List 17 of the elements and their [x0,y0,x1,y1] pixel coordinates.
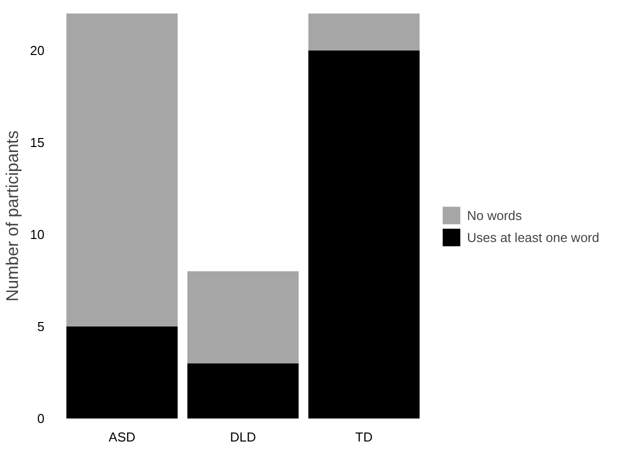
bar [187,271,299,364]
bar [308,50,420,418]
legend-label: Uses at least one word [467,230,600,244]
bar [66,14,178,326]
x-tick-label: TD [355,430,373,444]
x-tick-label: ASD [108,430,136,444]
bar [308,14,420,50]
y-tick-label: 15 [30,134,45,150]
y-tick-label: 0 [37,411,45,426]
y-tick-label: 5 [37,318,45,334]
y-axis-title: Number of participants [3,130,22,302]
bar [66,326,178,418]
legend-label: No words [467,208,522,222]
y-tick-label: 10 [30,226,45,242]
y-tick-label: 20 [30,42,45,58]
x-tick-label: DLD [230,430,256,444]
bar [187,363,299,418]
